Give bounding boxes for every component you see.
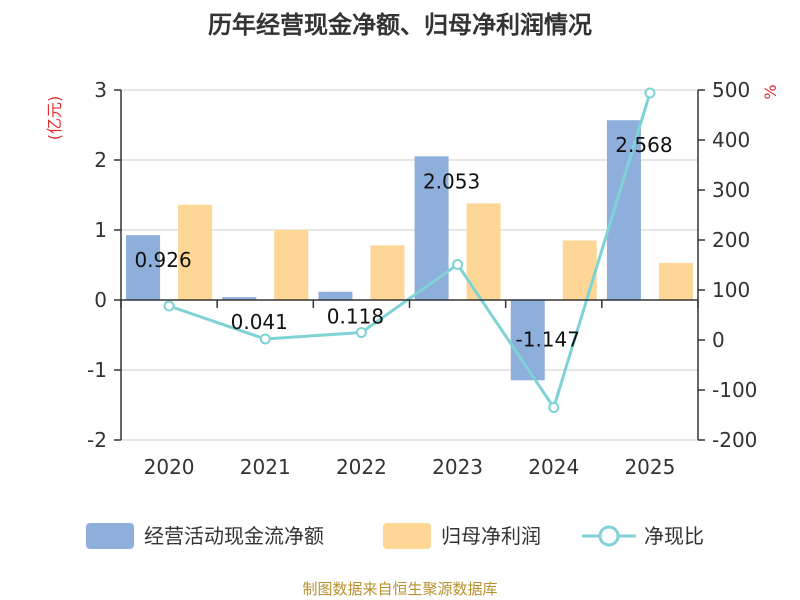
data-label: 0.041: [231, 310, 288, 334]
x-axis-tick-label: 2025: [624, 455, 675, 479]
legend-label-cashflow: 经营活动现金流净额: [144, 524, 324, 548]
legend-label-ratio: 净现比: [644, 524, 704, 548]
data-label: 0.118: [327, 305, 384, 329]
legend-marker-ratio: [598, 525, 620, 547]
bar-cashflow: [222, 297, 257, 300]
right-axis-tick-label: -200: [712, 428, 757, 452]
bar-netprofit: [274, 230, 309, 300]
legend-swatch-netprofit: [383, 523, 431, 549]
axes: 3 2 1 0 -1 -2 500 400 300 200 100 0 -100 -200 2020 2021…: [87, 78, 757, 479]
ratio-line: [168, 92, 652, 411]
ratio-point: [548, 402, 560, 413]
data-labels: 0.926 0.041 0.118 2.053 -1.147 2.568: [134, 133, 672, 351]
bar-cashflow: [318, 291, 353, 300]
left-axis-tick-label: -1: [87, 358, 107, 382]
bar-netprofit: [370, 245, 405, 300]
x-axis-tick-label: 2020: [144, 455, 195, 479]
data-label: 2.568: [615, 133, 672, 157]
ratio-point: [163, 300, 175, 312]
right-axis-tick-label: 100: [712, 278, 750, 302]
right-axis-tick-label: 400: [712, 128, 750, 152]
line-series: [163, 87, 656, 413]
ratio-point: [644, 87, 656, 99]
bar-netprofit: [178, 204, 213, 300]
ratio-point: [259, 333, 271, 345]
left-axis-tick-label: 3: [94, 78, 107, 102]
bars: [126, 120, 693, 381]
data-label: 2.053: [423, 169, 480, 193]
legend-swatch-cashflow: [86, 523, 134, 549]
right-axis-tick-label: 0: [712, 328, 725, 352]
x-axis-tick-label: 2022: [336, 455, 387, 479]
legend: 经营活动现金流净额 归母净利润 净现比: [86, 523, 704, 549]
x-axis-tick-label: 2023: [432, 455, 483, 479]
gridlines: [121, 89, 698, 441]
x-axis-tick-label: 2021: [240, 455, 291, 479]
right-axis-unit: %: [761, 84, 780, 99]
left-axis-tick-label: 2: [94, 148, 107, 172]
ratio-point: [452, 259, 464, 270]
x-axis-tick-label: 2024: [528, 455, 579, 479]
source-note: 制图数据来自恒生聚源数据库: [302, 580, 497, 598]
bar-netprofit: [658, 262, 693, 300]
right-axis-tick-label: 300: [712, 178, 750, 202]
left-axis-tick-label: 0: [94, 288, 107, 312]
ratio-point: [355, 327, 367, 338]
bar-netprofit: [562, 240, 597, 300]
right-axis-tick-label: 500: [712, 78, 750, 102]
data-label: -1.147: [516, 327, 580, 351]
legend-label-netprofit: 归母净利润: [441, 524, 541, 548]
left-axis-tick-label: 1: [94, 218, 107, 242]
bar-cashflow: [126, 235, 161, 300]
right-axis-tick-label: -100: [712, 378, 757, 402]
right-axis-tick-label: 200: [712, 228, 750, 252]
left-axis-tick-label: -2: [87, 428, 107, 452]
left-axis-unit: (亿元): [45, 96, 64, 141]
data-label: 0.926: [134, 248, 191, 272]
chart-title: 历年经营现金净额、归母净利润情况: [208, 11, 592, 39]
